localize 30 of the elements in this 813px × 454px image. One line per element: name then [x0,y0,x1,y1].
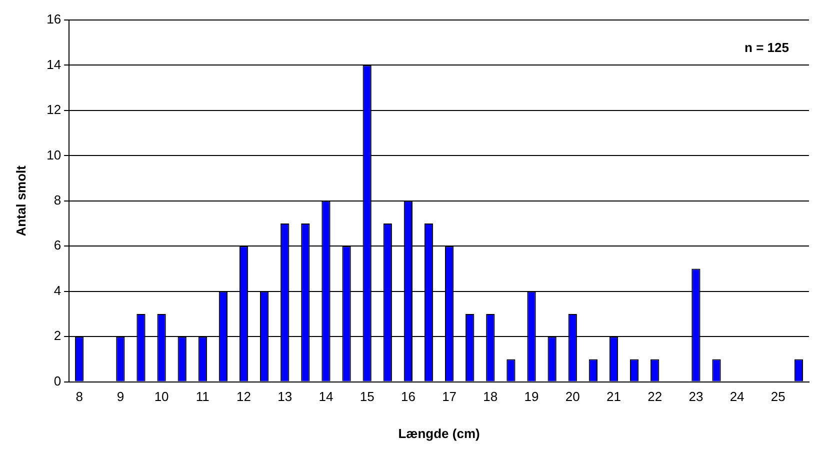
x-tick-label: 17 [442,389,457,404]
x-tick-label: 24 [730,389,744,404]
x-tick-label: 9 [116,389,124,404]
y-tick-label: 16 [46,12,62,27]
x-tick-label: 10 [154,389,169,404]
annotation: n = 125 [744,40,789,56]
y-tick-label: 10 [46,147,62,162]
x-tick-label: 25 [770,389,786,404]
y-tick-label: 14 [46,56,62,72]
y-tick-label: 0 [54,373,62,388]
x-tick-label: 8 [76,389,83,404]
x-tick-label: 13 [278,389,292,404]
x-tick-label: 22 [648,389,662,404]
x-tick-label: 21 [606,389,621,404]
y-axis-title: Antal smolt [13,164,28,236]
y-tick-label: 12 [46,102,62,118]
y-tick-label: 4 [54,282,62,298]
x-tick-label: 11 [196,389,210,404]
x-tick-label: 12 [236,389,251,404]
x-tick-label: 19 [524,389,539,404]
x-tick-label: 14 [318,389,334,404]
x-tick-label: 16 [400,389,416,404]
x-tick-label: 20 [565,389,580,404]
x-tick-label: 15 [360,389,374,404]
y-tick-label: 6 [54,238,62,253]
y-tick-label: 8 [54,192,62,208]
x-axis-title: Længde (cm) [398,426,480,441]
y-tick-label: 2 [54,328,62,344]
x-tick-label: 18 [483,389,498,404]
x-tick-label: 23 [688,389,704,404]
